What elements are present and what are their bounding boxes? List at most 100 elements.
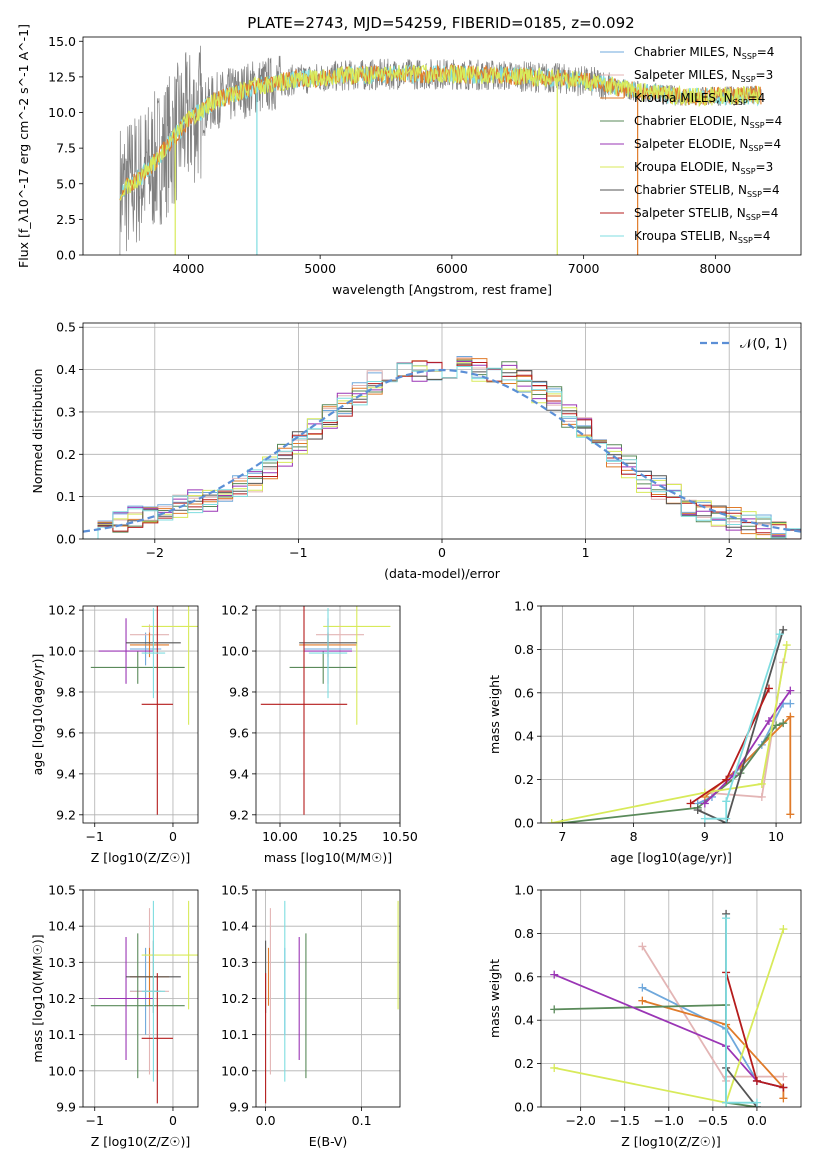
panel-massweight-vs-age: 7 8 9 10 0.0 0.2 0.4 0.6 0.8 1.0 age [log10(age/yr… <box>487 599 802 865</box>
mass-weight-marker <box>700 799 709 808</box>
x-tick-label: −2.0 <box>565 1113 595 1128</box>
y-tick-label: 1.0 <box>514 883 534 898</box>
x-tick-label: 7 <box>558 829 566 844</box>
y-tick-label: 0.0 <box>56 248 76 263</box>
mass-weight-marker <box>547 819 556 823</box>
axes-frame <box>540 605 802 824</box>
panel-age-vs-mass: 10.00 10.25 10.50 9.2 9.4 9.6 9.8 10.0 10.2 mass … <box>221 603 418 865</box>
x-tick-label: 10 <box>768 829 784 844</box>
mass-weight-marker <box>775 630 784 639</box>
axes-frame <box>82 605 199 824</box>
panel-residuals: −2 −1 0 1 2 0.0 0.1 0.2 0.3 0.4 0.5 (data-model)/er… <box>30 320 802 581</box>
y-tick-label: 1.0 <box>514 599 534 614</box>
mass-weight-marker <box>638 983 647 992</box>
x-axis-label: wavelength [Angstrom, rest frame] <box>332 282 552 297</box>
y-tick-label: 9.2 <box>56 807 76 822</box>
mass-weight-marker <box>550 1063 559 1072</box>
y-tick-label: 10.4 <box>221 919 249 934</box>
y-tick-label: 10.3 <box>48 955 76 970</box>
y-tick-label: 10.0 <box>221 644 249 659</box>
x-tick-label: −0.5 <box>698 1113 728 1128</box>
y-axis-label: age [log10(age/yr)] <box>30 654 45 776</box>
axes-frame <box>540 889 802 1108</box>
y-tick-label: 7.5 <box>56 141 76 156</box>
y-tick-label: 15.0 <box>48 34 76 49</box>
mass-weight-marker <box>772 721 781 730</box>
y-tick-label: 9.9 <box>229 1100 249 1115</box>
x-tick-label: 10.00 <box>262 829 298 844</box>
mass-weight-marker <box>782 641 791 650</box>
y-tick-label: 10.1 <box>221 1027 249 1042</box>
observed-spectrum-line <box>119 45 762 255</box>
legend-entry: Chabrier STELIB, NSSP=4 <box>634 183 780 199</box>
mass-weight-marker <box>764 717 773 726</box>
y-tick-label: 0.2 <box>514 1056 534 1071</box>
axes-frame <box>82 889 199 1108</box>
x-axis-label: (data-model)/error <box>384 566 501 581</box>
axes-frame <box>255 605 401 824</box>
y-tick-label: 0.0 <box>514 816 534 831</box>
y-tick-label: 9.4 <box>229 766 249 781</box>
legend-entry: Kroupa MILES, NSSP=4 <box>634 91 765 107</box>
mass-weight-marker <box>779 925 788 934</box>
mass-weight-line <box>704 714 792 815</box>
panel-age-vs-Z: −1 0 9.2 9.4 9.6 9.8 10.0 10.2 Z [log10(Z/Z☉)] ag… <box>30 603 199 865</box>
x-tick-label: 0 <box>169 1113 177 1128</box>
y-tick-label: 9.8 <box>56 684 76 699</box>
y-tick-label: 10.0 <box>221 1063 249 1078</box>
mass-weight-marker <box>786 810 795 819</box>
y-tick-label: 10.4 <box>48 919 76 934</box>
legend-entry: Chabrier MILES, NSSP=4 <box>634 45 774 61</box>
errorbar-plot-area <box>265 900 399 1104</box>
mass-weight-marker <box>786 699 795 708</box>
y-tick-label: 9.6 <box>229 725 249 740</box>
y-tick-label: 12.5 <box>48 69 76 84</box>
legend-entry: 𝒩(0, 1) <box>740 337 787 352</box>
y-tick-label: 0.8 <box>514 642 534 657</box>
mass-weight-marker <box>722 1098 731 1107</box>
mass-weight-marker <box>779 1083 788 1092</box>
x-axis-label: E(B-V) <box>309 1134 348 1149</box>
legend-entry: Salpeter STELIB, NSSP=4 <box>634 206 778 222</box>
x-tick-label: 1 <box>582 545 590 560</box>
x-tick-label: 8 <box>630 829 638 844</box>
y-tick-label: 0.1 <box>56 489 76 504</box>
y-tick-label: 0.6 <box>514 969 534 984</box>
legend-entry: Salpeter MILES, NSSP=3 <box>634 68 773 84</box>
x-axis-label: mass [log10(M/M☉)] <box>264 850 392 865</box>
y-axis-label: mass weight <box>487 959 502 1038</box>
mass-weight-marker <box>757 792 766 801</box>
mass-weight-marker <box>722 814 731 823</box>
mass-weight-marker <box>700 814 709 823</box>
figure-title: PLATE=2743, MJD=54259, FIBERID=0185, z=0… <box>247 14 634 32</box>
y-tick-label: 10.2 <box>221 991 249 1006</box>
mass-weight-line <box>704 633 781 820</box>
x-tick-label: −1.5 <box>610 1113 640 1128</box>
mass-weight-line <box>725 972 784 1089</box>
x-tick-label: 0 <box>438 545 446 560</box>
y-tick-label: 10.1 <box>48 1027 76 1042</box>
errorbar-plot-area <box>90 900 198 1104</box>
y-tick-label: 0.4 <box>514 1013 534 1028</box>
y-tick-label: 9.8 <box>229 684 249 699</box>
mass-weight-marker <box>757 779 766 788</box>
y-tick-label: 0.3 <box>56 404 76 419</box>
normal-distribution-curve <box>83 368 801 533</box>
axes-frame <box>82 36 802 256</box>
y-tick-label: 0.2 <box>514 772 534 787</box>
panel-spectrum: 4000 5000 6000 7000 8000 0.0 2.5 5.0 7.5 10.0 12.5… <box>16 24 802 297</box>
x-tick-label: 6000 <box>436 261 468 276</box>
y-tick-label: 0.4 <box>514 729 534 744</box>
model-spectrum-line <box>119 64 762 201</box>
x-axis-label: Z [log10(Z/Z☉)] <box>621 1134 721 1149</box>
y-tick-label: 10.5 <box>221 883 249 898</box>
y-tick-label: 0.8 <box>514 926 534 941</box>
legend-entry: Kroupa ELODIE, NSSP=3 <box>634 160 773 176</box>
y-tick-label: 0.6 <box>514 685 534 700</box>
mass-weight-marker <box>752 1076 761 1085</box>
y-tick-label: 0.0 <box>514 1100 534 1115</box>
mass-weight-marker <box>722 914 731 923</box>
mass-weight-marker <box>779 1072 788 1081</box>
x-tick-label: −2 <box>146 545 164 560</box>
y-tick-label: 10.0 <box>48 105 76 120</box>
